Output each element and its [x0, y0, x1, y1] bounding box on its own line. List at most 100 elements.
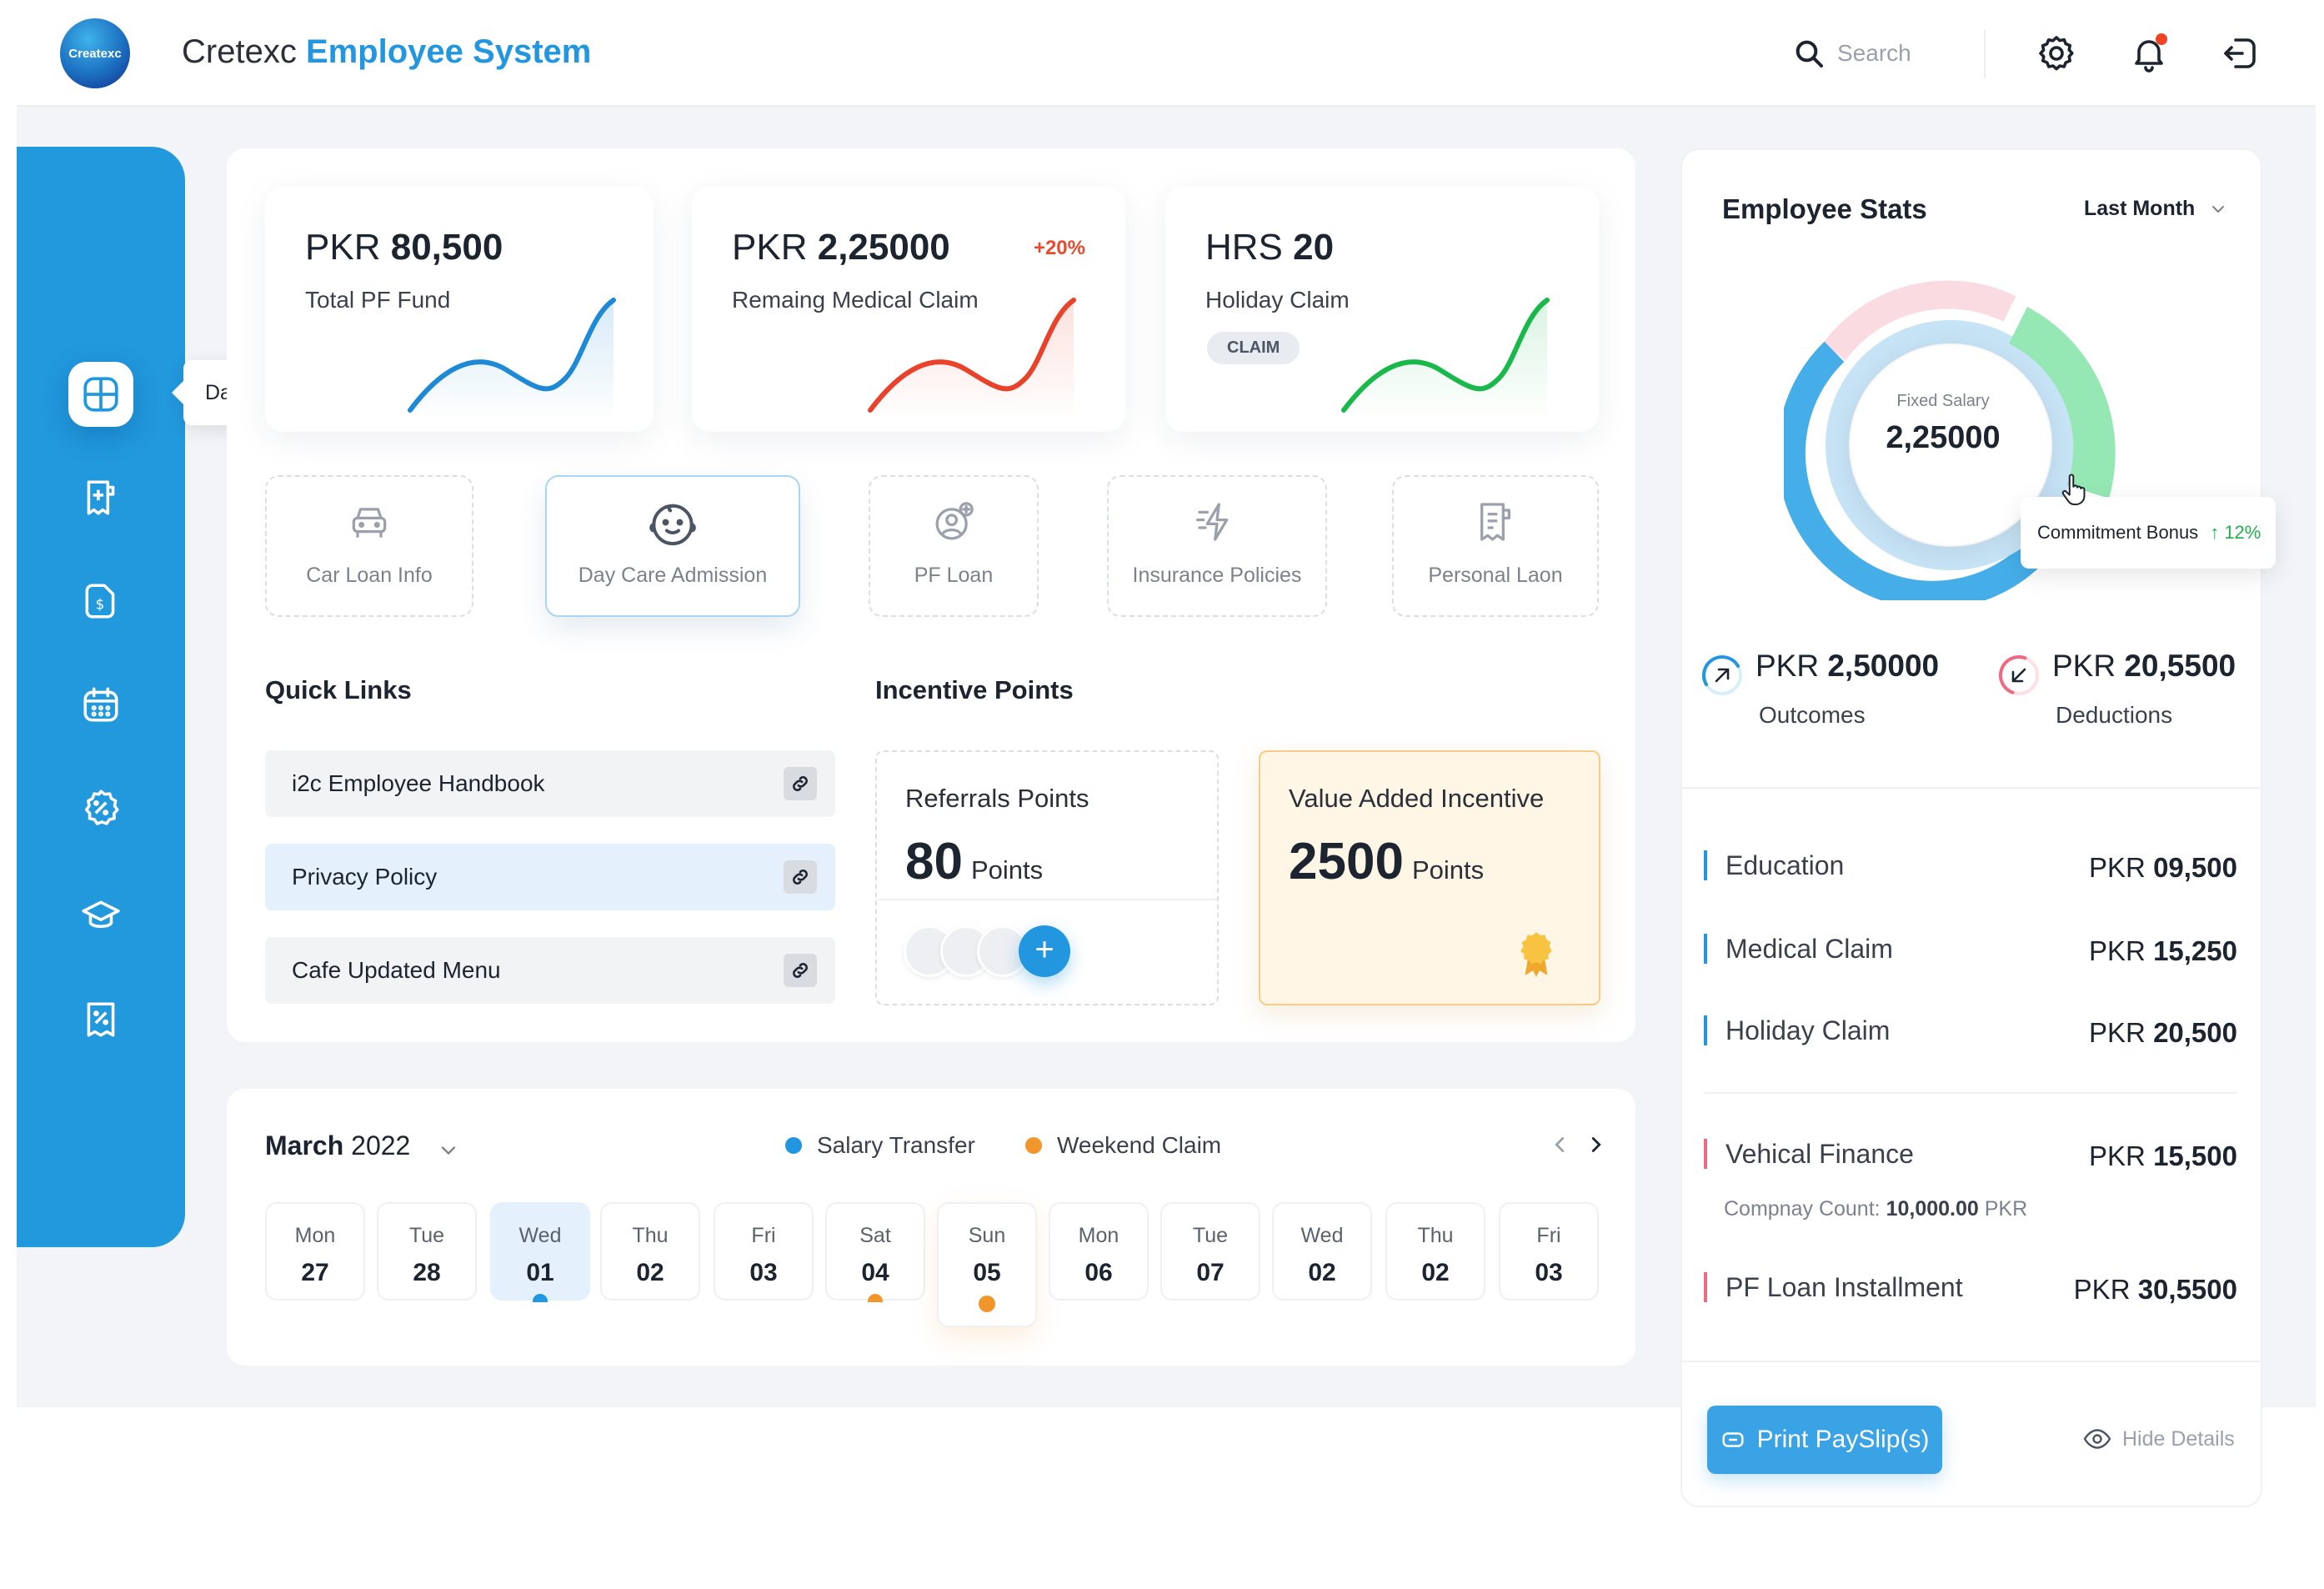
breakdown-amount: PKR 09,500	[2089, 852, 2237, 883]
search-icon[interactable]	[1792, 37, 1826, 70]
quick-link-privacy[interactable]: Privacy Policy	[265, 844, 835, 910]
quick-link-label: Privacy Policy	[292, 864, 438, 890]
sidebar-item-medical[interactable]	[68, 465, 133, 530]
calendar-day[interactable]: Thu 02	[600, 1202, 700, 1301]
link-icon[interactable]	[784, 954, 817, 987]
donut-segment-commitment-bonus[interactable]	[2009, 307, 2116, 499]
service-insurance[interactable]: Insurance Policies	[1107, 475, 1327, 617]
sidebar-item-calendar[interactable]	[68, 672, 133, 737]
divider	[1704, 1092, 2237, 1094]
breakdown-row-holiday[interactable]: Holiday Claim PKR 20,500	[1704, 1012, 2237, 1054]
document-icon	[1480, 503, 1510, 541]
value-added-incentive-card[interactable]: Value Added Incentive 2500 Points	[1259, 750, 1600, 1005]
calendar-day[interactable]: Tue 07	[1160, 1202, 1260, 1301]
service-car-loan[interactable]: Car Loan Info	[265, 475, 473, 617]
calendar-day[interactable]: Sun 05	[937, 1202, 1037, 1327]
category-marker	[1704, 1272, 1707, 1302]
calendar-icon	[83, 687, 118, 722]
category-marker	[1704, 1015, 1707, 1045]
stat-card-medical-claim[interactable]: PKR 2,25000 Remaing Medical Claim +20%	[692, 187, 1125, 432]
breakdown-amount: PKR 20,500	[2089, 1017, 2237, 1048]
quick-link-label: Cafe Updated Menu	[292, 957, 501, 983]
notifications-button[interactable]	[2129, 33, 2169, 73]
referrals-card[interactable]: Referrals Points 80 Points +	[875, 750, 1219, 1005]
chevron-left-icon[interactable]	[1547, 1132, 1572, 1157]
breakdown-row-pf-loan[interactable]: PF Loan Installment PKR 30,5500	[1704, 1269, 2237, 1311]
calendar-day[interactable]: Mon 27	[265, 1202, 365, 1301]
salary-donut-chart[interactable]	[1784, 267, 2117, 600]
commitment-bonus-tooltip: Commitment Bonus ↑ 12%	[2021, 497, 2276, 569]
service-pf-loan[interactable]: PF Loan	[869, 475, 1039, 617]
calendar-day[interactable]: Fri 03	[714, 1202, 814, 1301]
quick-link-handbook[interactable]: i2c Employee Handbook	[265, 750, 835, 817]
employee-stats-title: Employee Stats	[1722, 193, 1927, 224]
svg-text:$: $	[96, 596, 105, 612]
referrals-value: 80 Points	[905, 833, 1044, 890]
sidebar-item-payment[interactable]: $	[68, 569, 133, 634]
add-referral-button[interactable]: +	[1019, 925, 1070, 977]
printer-icon	[1722, 1432, 1744, 1447]
deductions-summary: PKR 20,5500 Deductions	[1997, 649, 2236, 729]
outcomes-label: Outcomes	[1759, 702, 1866, 728]
stat-value: PKR 80,500	[305, 227, 503, 268]
hide-details-button[interactable]: Hide Details	[2082, 1424, 2235, 1454]
quick-link-label: i2c Employee Handbook	[292, 770, 545, 796]
app-title-light: Cretexc	[182, 33, 297, 70]
sparkline-holiday-claim	[1341, 298, 1550, 420]
divider	[1682, 787, 2261, 789]
donut-segment-fixed-salary[interactable]	[1784, 341, 2071, 600]
print-payslip-button[interactable]: Print PaySlip(s)	[1707, 1406, 1942, 1474]
award-ribbon-icon	[1520, 932, 1552, 977]
search-box[interactable]	[1792, 33, 1951, 73]
currency: PKR	[2052, 649, 2116, 683]
outcomes-value: 2,50000	[1827, 649, 1940, 683]
link-icon[interactable]	[784, 767, 817, 800]
stat-card-holiday-claim[interactable]: HRS 20 Holiday Claim CLAIM	[1165, 187, 1599, 432]
calendar-day[interactable]: Mon 06	[1049, 1202, 1149, 1301]
chevron-right-icon[interactable]	[1584, 1132, 1609, 1157]
donut-segment-other[interactable]	[1822, 280, 2016, 361]
stat-card-pf-fund[interactable]: PKR 80,500 Total PF Fund	[265, 187, 654, 432]
breakdown-row-education[interactable]: Education PKR 09,500	[1704, 847, 2237, 889]
calendar-day[interactable]: Fri 03	[1499, 1202, 1599, 1301]
category-marker	[1704, 934, 1707, 964]
sidebar-item-dashboard[interactable]	[68, 362, 133, 427]
search-input[interactable]	[1837, 40, 1946, 67]
calendar-day[interactable]: Thu 02	[1385, 1202, 1485, 1301]
service-label: Insurance Policies	[1132, 564, 1302, 587]
breakdown-name: PF Loan Installment	[1725, 1272, 1963, 1302]
calendar-month-select[interactable]: March 2022	[265, 1130, 411, 1160]
calendar-day[interactable]: Tue 28	[377, 1202, 477, 1301]
company-logo[interactable]: Createxc	[60, 18, 130, 88]
discount-badge-icon	[84, 789, 119, 825]
arrow-down-left-icon	[1999, 655, 2039, 695]
claim-chip[interactable]: CLAIM	[1207, 332, 1300, 364]
sidebar-item-discount[interactable]	[68, 775, 133, 840]
top-bar: Createxc Cretexc Employee System	[17, 0, 2316, 107]
medical-claim-icon	[87, 480, 115, 515]
period-dropdown[interactable]: Last Month	[2084, 197, 2228, 221]
calendar-day[interactable]: Sat 04	[825, 1202, 925, 1302]
link-icon[interactable]	[784, 860, 817, 894]
chevron-down-icon[interactable]	[437, 1139, 460, 1162]
donut-value: 2,25000	[1886, 420, 2001, 455]
service-personal-loan[interactable]: Personal Laon	[1392, 475, 1599, 617]
quick-link-cafe-menu[interactable]: Cafe Updated Menu	[265, 937, 835, 1004]
eye-icon	[2083, 1429, 2111, 1449]
category-marker	[1704, 850, 1707, 880]
calendar-day-selected[interactable]: Wed 01	[490, 1202, 590, 1302]
dashboard-icon	[83, 377, 118, 412]
service-day-care[interactable]: Day Care Admission	[545, 475, 800, 617]
divider	[877, 899, 1217, 900]
breakdown-row-vehicle-finance[interactable]: Vehical Finance PKR 15,500	[1704, 1135, 2237, 1177]
outcomes-summary: PKR 2,50000 Outcomes	[1700, 649, 1939, 729]
sidebar-item-tax[interactable]	[68, 987, 133, 1052]
education-cap-icon	[82, 900, 120, 929]
settings-button[interactable]	[2036, 33, 2076, 73]
breakdown-row-medical[interactable]: Medical Claim PKR 15,250	[1704, 930, 2237, 972]
logout-button[interactable]	[2221, 33, 2261, 73]
change-badge: +20%	[1033, 237, 1085, 259]
arrow-up-right-icon	[1702, 655, 1742, 695]
calendar-day[interactable]: Wed 02	[1272, 1202, 1372, 1301]
sidebar-item-education[interactable]	[68, 884, 133, 949]
